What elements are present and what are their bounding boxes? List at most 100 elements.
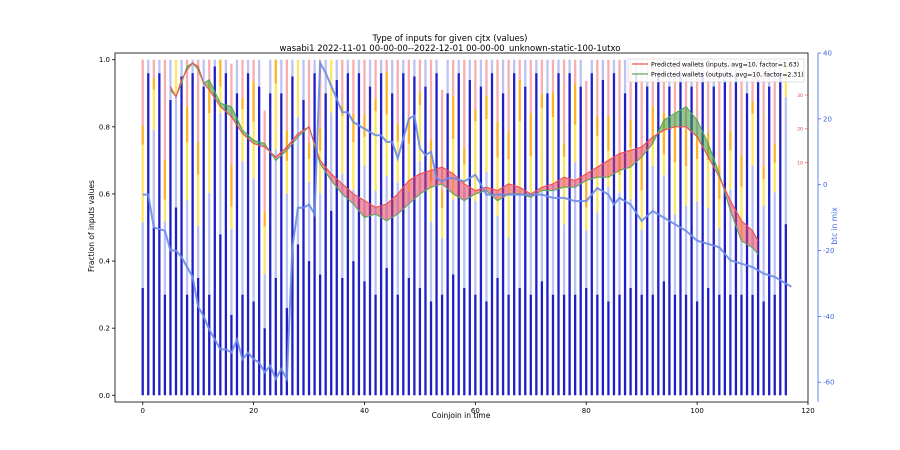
prediction-band-segment	[686, 106, 698, 137]
prediction-band-segment	[641, 136, 653, 158]
bar-seg-78	[574, 59, 577, 84]
bar-fresh-30	[307, 261, 311, 396]
bar-seg-8	[185, 59, 189, 107]
bar-seg-112	[762, 205, 765, 302]
prediction-band-segment	[442, 167, 454, 194]
bar-seg-54	[440, 89, 444, 191]
prediction-band-segment	[619, 150, 631, 171]
bar-seg-104	[718, 199, 721, 229]
bar-seg-104	[718, 64, 721, 166]
bar-seg-46	[396, 182, 399, 295]
bar-fresh-99	[690, 86, 693, 396]
bar-seg-16	[230, 206, 233, 229]
bar-seg-76	[562, 59, 566, 144]
bar-fresh-96	[673, 294, 677, 396]
bar-fresh-48	[407, 277, 410, 396]
bar-fresh-10	[197, 277, 200, 396]
bar-seg-60	[474, 201, 477, 295]
x-axis-label: Coinjoin in time	[432, 411, 491, 420]
bar-seg-40	[363, 59, 366, 115]
bar-fresh-78	[574, 294, 577, 396]
bar-seg-88	[629, 120, 632, 148]
bar-seg-12	[208, 59, 211, 84]
bar-seg-38	[352, 189, 355, 262]
bar-seg-47	[402, 59, 405, 74]
prediction-band-segment	[275, 146, 287, 161]
y-tick-label: 0.0	[99, 392, 110, 400]
bar-fresh-8	[185, 294, 189, 396]
bar-seg-94	[662, 59, 666, 113]
bar-seg-106	[729, 150, 732, 190]
legend: Predicted wallets (inputs, avg=10, facto…	[627, 58, 805, 83]
bar-fresh-108	[740, 294, 743, 396]
bar-seg-48	[407, 59, 410, 118]
bar-fresh-80	[585, 287, 588, 396]
bar-seg-100	[695, 59, 699, 136]
prediction-band-segment	[353, 193, 365, 218]
bar-fresh-35	[335, 79, 338, 396]
bar-seg-23	[269, 59, 272, 94]
prediction-band-segment	[630, 146, 642, 168]
y-tick-label: 0.4	[99, 258, 111, 266]
bar-seg-52	[429, 59, 433, 140]
y2-tick-label: -60	[823, 379, 834, 387]
bar-seg-20	[252, 178, 255, 302]
bar-fresh-19	[246, 73, 250, 396]
bar-seg-84	[607, 59, 610, 116]
prediction-band-segment	[220, 103, 232, 117]
bar-fresh-2	[152, 227, 155, 396]
bar-seg-50	[418, 91, 422, 106]
bar-fresh-89	[634, 73, 638, 396]
bar-seg-92	[651, 165, 654, 295]
bar-seg-60	[474, 109, 477, 122]
bar-seg-100	[695, 159, 699, 202]
bar-seg-28	[296, 117, 300, 245]
bar-fresh-70	[529, 294, 532, 396]
prediction-band-segment	[597, 160, 609, 178]
bar-fresh-56	[452, 274, 455, 396]
x-tick-label: 40	[360, 407, 369, 415]
bar-fresh-61	[479, 86, 483, 396]
bar-seg-70	[529, 194, 532, 295]
bar-fresh-67	[513, 73, 516, 396]
bar-seg-74	[551, 93, 555, 118]
bar-seg-14	[219, 112, 222, 235]
bar-seg-56	[452, 59, 455, 97]
bar-seg-68	[518, 121, 521, 193]
bar-seg-44	[385, 59, 388, 73]
bar-fresh-27	[291, 76, 294, 396]
bar-seg-72	[540, 93, 544, 109]
prediction-band-segment	[342, 183, 354, 205]
bar-seg-4	[163, 199, 167, 222]
bar-seg-37	[346, 59, 349, 74]
bar-seg-66	[507, 159, 510, 238]
bar-seg-88	[629, 199, 632, 288]
bar-seg-27	[291, 59, 294, 77]
bar-fresh-17	[235, 93, 239, 396]
bar-fresh-47	[402, 73, 405, 396]
bar-seg-60	[474, 59, 477, 110]
bar-seg-110	[751, 101, 754, 114]
bar-seg-16	[230, 228, 233, 315]
bar-seg-108	[740, 59, 743, 156]
bar-fresh-104	[718, 294, 721, 396]
bar-fresh-11	[202, 86, 205, 396]
bar-fresh-25	[280, 93, 283, 396]
bar-seg-60	[474, 121, 477, 202]
bar-seg-44	[385, 175, 388, 268]
bar-fresh-50	[418, 287, 422, 396]
bar-fresh-66	[507, 294, 510, 396]
prediction-band-segment	[586, 167, 598, 181]
bar-seg-2	[152, 129, 155, 228]
bar-fresh-32	[318, 274, 322, 396]
bar-seg-19	[246, 59, 250, 74]
bar-fresh-90	[640, 294, 643, 396]
bar-seg-86	[618, 59, 621, 157]
bar-seg-2	[152, 89, 155, 130]
x-tick-label: 120	[801, 407, 814, 415]
bar-seg-21	[257, 59, 261, 87]
prediction-band-segment	[242, 130, 254, 144]
bar-seg-32	[318, 59, 322, 129]
bar-seg-22	[263, 211, 266, 227]
bar-seg-61	[479, 59, 483, 87]
